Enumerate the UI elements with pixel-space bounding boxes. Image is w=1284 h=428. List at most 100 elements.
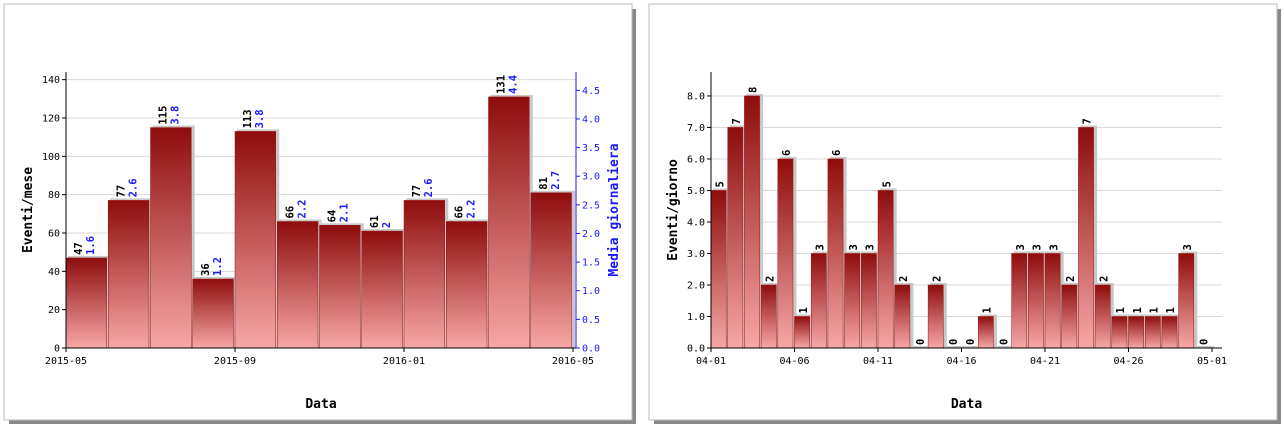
bar bbox=[1011, 253, 1028, 349]
bar bbox=[1178, 253, 1195, 349]
x-tick-label: 05-01 bbox=[1197, 356, 1227, 367]
value-label: 0 bbox=[948, 339, 960, 345]
value-label: 8 bbox=[748, 87, 760, 93]
y-tick-label: 1.0 bbox=[687, 312, 705, 323]
x-tick-label: 04-21 bbox=[1030, 356, 1060, 367]
y-axis-title: Eventi/giorno bbox=[666, 159, 681, 261]
value-label: 61 bbox=[369, 215, 381, 228]
value-label: 3 bbox=[848, 244, 860, 250]
bar-shadow bbox=[946, 346, 964, 348]
bar bbox=[319, 225, 361, 349]
value-label: 3 bbox=[1182, 244, 1194, 250]
bar bbox=[150, 127, 192, 349]
y2-tick-label: 0.5 bbox=[582, 315, 600, 326]
bar bbox=[403, 200, 445, 349]
value-label: 0 bbox=[1199, 339, 1211, 345]
value-label: 1.2 bbox=[212, 257, 224, 276]
bar bbox=[777, 158, 794, 349]
value-label: 113 bbox=[242, 109, 254, 128]
x-axis-title: Data bbox=[951, 397, 982, 412]
y2-tick-label: 2.5 bbox=[582, 200, 600, 211]
y-tick-label: 4.0 bbox=[687, 217, 705, 228]
y2-tick-label: 4.0 bbox=[582, 114, 600, 125]
y2-tick-label: 4.5 bbox=[582, 86, 600, 97]
value-label: 131 bbox=[496, 75, 508, 94]
y-tick-label: 0 bbox=[54, 344, 60, 355]
bar bbox=[277, 221, 319, 349]
value-label: 3.8 bbox=[254, 109, 266, 128]
bar bbox=[927, 284, 944, 349]
value-label: 3.8 bbox=[170, 106, 182, 125]
bar-shadow bbox=[913, 346, 931, 348]
y-tick-label: 2.0 bbox=[687, 280, 705, 291]
value-label: 3 bbox=[815, 244, 827, 250]
value-label: 1 bbox=[982, 307, 994, 313]
y-tick-label: 0.0 bbox=[687, 344, 705, 355]
value-label: 2 bbox=[898, 276, 910, 282]
bar bbox=[108, 200, 150, 349]
x-axis-title: Data bbox=[305, 397, 336, 412]
value-label: 77 bbox=[115, 185, 127, 198]
value-label: 66 bbox=[284, 206, 296, 219]
value-label: 3 bbox=[865, 244, 877, 250]
value-label: 66 bbox=[453, 206, 465, 219]
value-label: 1.6 bbox=[85, 236, 97, 255]
x-tick-label: 04-16 bbox=[946, 356, 976, 367]
value-label: 1 bbox=[1115, 307, 1127, 313]
bar bbox=[827, 158, 844, 349]
bar bbox=[894, 284, 911, 349]
y2-tick-label: 2.0 bbox=[582, 229, 600, 240]
y-tick-label: 60 bbox=[48, 229, 60, 240]
x-tick-label: 04-11 bbox=[863, 356, 893, 367]
value-label: 7 bbox=[731, 118, 743, 124]
y-tick-label: 3.0 bbox=[687, 249, 705, 260]
x-tick-label: 04-26 bbox=[1113, 356, 1143, 367]
bar bbox=[1028, 253, 1044, 349]
y-tick-label: 140 bbox=[42, 75, 60, 86]
value-label: 2.6 bbox=[423, 178, 435, 197]
y-axis-title: Eventi/mese bbox=[21, 167, 36, 253]
bar bbox=[794, 316, 810, 349]
value-label: 6 bbox=[831, 150, 843, 156]
bar bbox=[977, 316, 994, 349]
x-tick-label: 2016-05 bbox=[552, 356, 594, 367]
y2-tick-label: 1.5 bbox=[582, 258, 600, 269]
bar bbox=[361, 230, 403, 349]
y-tick-label: 8.0 bbox=[687, 91, 705, 102]
bar bbox=[760, 284, 777, 349]
value-label: 3 bbox=[1032, 244, 1044, 250]
value-label: 3 bbox=[1015, 244, 1027, 250]
y2-tick-label: 3.0 bbox=[582, 172, 600, 183]
bar-shadow bbox=[996, 346, 1014, 348]
value-label: 1 bbox=[798, 307, 810, 313]
bar bbox=[1061, 284, 1078, 349]
value-label: 5 bbox=[881, 181, 893, 187]
y2-tick-label: 0.0 bbox=[582, 344, 600, 355]
bar bbox=[192, 278, 234, 349]
bar bbox=[844, 253, 861, 349]
y2-tick-label: 1.0 bbox=[582, 286, 600, 297]
bar bbox=[446, 221, 488, 349]
y-tick-label: 5.0 bbox=[687, 186, 705, 197]
bar bbox=[1128, 316, 1144, 349]
x-tick-label: 2015-09 bbox=[214, 356, 256, 367]
value-label: 1 bbox=[1165, 307, 1177, 313]
x-tick-label: 2016-01 bbox=[383, 356, 425, 367]
value-label: 81 bbox=[538, 177, 550, 190]
value-label: 2.7 bbox=[550, 171, 562, 190]
value-label: 0 bbox=[965, 339, 977, 345]
y2-axis-title: Media giornaliera bbox=[607, 143, 622, 276]
bar bbox=[810, 253, 827, 349]
bar bbox=[530, 192, 572, 349]
bar bbox=[877, 190, 894, 349]
value-label: 1 bbox=[1132, 307, 1144, 313]
bar bbox=[1144, 316, 1161, 349]
value-label: 64 bbox=[327, 210, 339, 223]
value-label: 2 bbox=[381, 222, 393, 228]
value-label: 3 bbox=[1048, 244, 1060, 250]
value-label: 5 bbox=[714, 181, 726, 187]
bar bbox=[727, 127, 744, 349]
bar bbox=[744, 95, 760, 349]
value-label: 115 bbox=[158, 106, 170, 125]
y-tick-label: 40 bbox=[48, 267, 60, 278]
